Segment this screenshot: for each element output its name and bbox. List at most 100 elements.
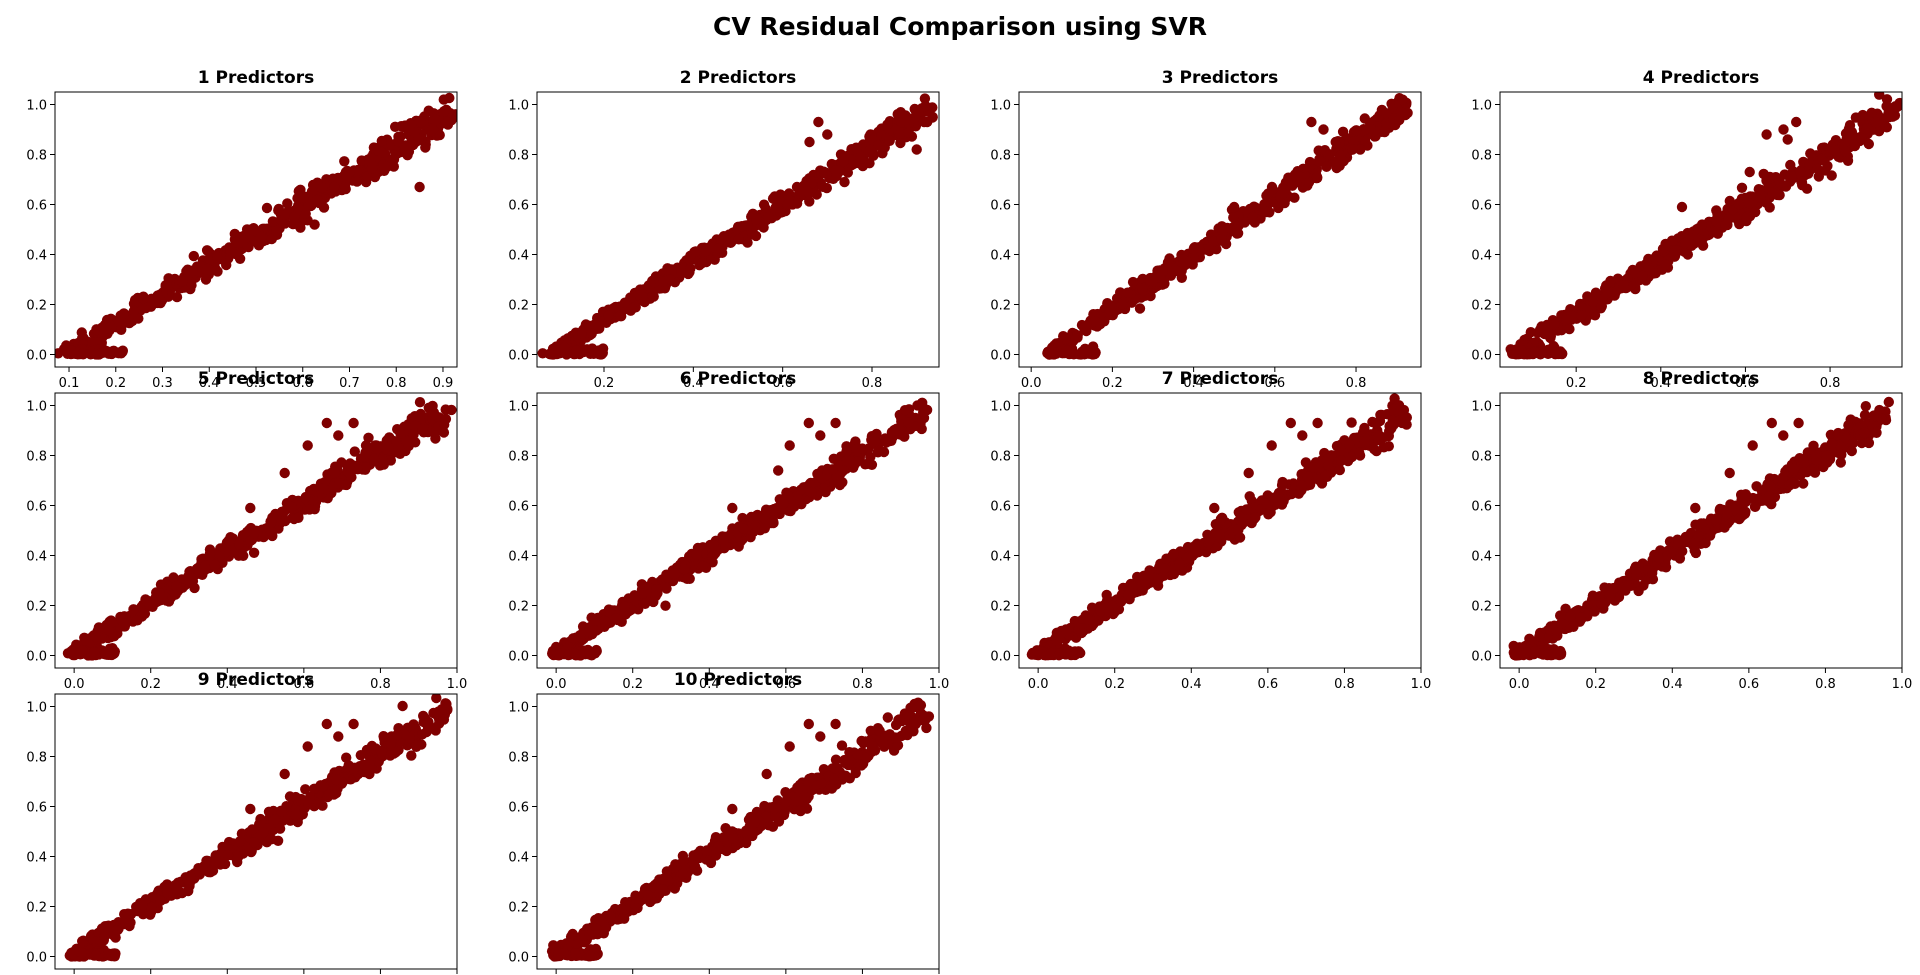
data-point	[1788, 463, 1799, 474]
data-point	[77, 348, 89, 359]
data-point	[1273, 202, 1284, 214]
data-point	[895, 128, 906, 139]
data-point	[369, 453, 380, 465]
data-point	[1564, 323, 1575, 335]
data-point	[266, 526, 277, 538]
data-point	[1276, 499, 1288, 510]
data-point	[128, 305, 140, 317]
outlier-point	[822, 129, 833, 140]
outlier-point	[804, 136, 815, 148]
data-point	[1215, 513, 1227, 525]
data-point	[171, 291, 183, 303]
x-tick-label: 0.2	[1102, 376, 1123, 391]
scatter-points	[1505, 92, 1902, 360]
data-point	[1589, 606, 1600, 617]
data-point	[819, 167, 830, 179]
data-point	[317, 800, 328, 811]
x-tick-label: 0.8	[386, 376, 407, 391]
data-point	[1860, 401, 1872, 412]
data-point	[1402, 107, 1413, 119]
data-point	[1379, 126, 1390, 138]
subplot-title: 9 Predictors	[198, 670, 315, 690]
data-point	[1061, 624, 1073, 636]
outlier-point	[784, 440, 795, 451]
data-point	[1351, 125, 1362, 136]
data-point	[1660, 259, 1671, 270]
outlier-point	[321, 417, 332, 429]
data-point	[128, 298, 140, 309]
data-point	[1842, 155, 1854, 166]
data-point	[1232, 524, 1244, 535]
y-tick-label: 0.0	[508, 349, 529, 364]
data-point	[1525, 327, 1537, 338]
outlier-point	[1690, 502, 1701, 514]
data-point	[1754, 186, 1766, 197]
data-point	[838, 156, 849, 167]
y-tick-label: 0.0	[1471, 349, 1492, 364]
data-point	[1736, 497, 1747, 508]
data-point	[1530, 646, 1541, 657]
data-point	[1354, 447, 1365, 458]
data-point	[1866, 107, 1877, 119]
scatter-points	[1508, 396, 1895, 661]
data-point	[1849, 140, 1860, 151]
outlier-point	[1266, 440, 1277, 451]
data-point	[1359, 436, 1370, 447]
data-point	[104, 625, 115, 636]
data-point	[1711, 515, 1722, 526]
figure-title: CV Residual Comparison using SVR	[713, 12, 1207, 41]
y-tick-label: 1.0	[508, 400, 529, 415]
subplot-title: 2 Predictors	[680, 68, 797, 88]
data-point	[1374, 415, 1386, 427]
data-point	[1542, 633, 1553, 644]
data-point	[415, 117, 427, 128]
data-point	[1811, 454, 1822, 466]
outlier-point	[1209, 502, 1220, 514]
data-point	[708, 540, 719, 551]
data-point	[1696, 219, 1708, 230]
x-tick-label: 0.4	[683, 376, 704, 391]
data-point	[1045, 648, 1057, 659]
data-point	[414, 397, 426, 408]
data-point	[417, 423, 428, 435]
outlier-point	[1306, 116, 1317, 128]
data-point	[1818, 461, 1829, 473]
data-point	[1765, 481, 1776, 492]
data-point	[1836, 449, 1847, 460]
data-point	[1344, 439, 1355, 451]
data-point	[163, 273, 174, 284]
data-point	[293, 512, 304, 523]
data-point	[1763, 490, 1775, 502]
data-point	[736, 221, 747, 232]
data-point	[806, 486, 817, 498]
data-point	[376, 135, 387, 147]
data-point	[1874, 92, 1885, 100]
axes-frame	[1018, 91, 1422, 368]
outlier-point	[1243, 467, 1254, 479]
data-point	[903, 417, 914, 428]
x-tick-label: 0.2	[140, 677, 161, 692]
data-point	[1521, 647, 1532, 658]
data-point	[1308, 462, 1319, 473]
outlier-point	[245, 502, 256, 514]
data-point	[309, 219, 320, 230]
y-tick-label: 0.4	[1471, 249, 1492, 264]
data-point	[233, 237, 244, 249]
data-point	[1335, 445, 1347, 456]
x-tick-label: 1.0	[1411, 677, 1432, 692]
x-tick-label: 0.8	[1334, 677, 1355, 692]
data-point	[1871, 427, 1882, 438]
data-point	[1061, 345, 1072, 357]
data-point	[187, 265, 198, 276]
data-point	[839, 176, 850, 188]
outlier-point	[727, 502, 738, 514]
data-point	[615, 310, 626, 322]
data-point	[1846, 131, 1858, 143]
data-point	[298, 192, 309, 203]
data-point	[428, 409, 439, 420]
data-point	[1216, 234, 1227, 245]
data-point	[1723, 214, 1734, 225]
